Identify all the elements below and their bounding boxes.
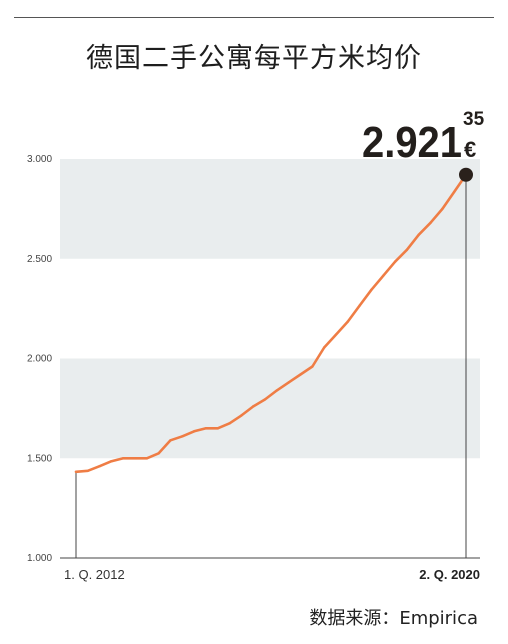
data-point <box>145 457 149 460</box>
data-point <box>122 457 125 460</box>
data-point <box>287 381 290 384</box>
data-point <box>86 469 90 473</box>
y-tick-label: 1.500 <box>27 453 52 464</box>
data-point <box>252 405 255 408</box>
y-axis-ticks: 1.000 1.500 2.000 2.500 3.000 <box>27 154 52 564</box>
price-series-line <box>74 173 468 474</box>
end-value-marker <box>459 167 473 182</box>
x-tick-first: 1. Q. 2012 <box>64 567 125 582</box>
data-point <box>275 389 279 392</box>
top-rule <box>14 17 494 18</box>
data-point <box>382 274 385 277</box>
data-point <box>441 207 444 211</box>
data-point <box>405 248 409 251</box>
data-point <box>133 457 137 460</box>
chart-title: 德国二手公寓每平方米均价 <box>86 43 422 74</box>
data-point <box>204 427 208 430</box>
highlight-value-cents: 35 <box>463 109 485 130</box>
data-point <box>169 439 172 442</box>
data-point <box>299 373 302 376</box>
data-point <box>429 221 432 225</box>
x-tick-last: 2. Q. 2020 <box>419 567 480 582</box>
grid-bands <box>60 159 480 459</box>
data-point <box>240 414 243 417</box>
data-point <box>370 288 373 291</box>
data-point <box>110 460 113 463</box>
data-point <box>263 398 267 401</box>
y-tick-label: 2.500 <box>27 254 52 265</box>
data-point <box>358 304 361 307</box>
data-point <box>334 333 338 336</box>
data-point <box>322 346 326 349</box>
data-point <box>181 435 184 438</box>
data-point <box>346 320 350 323</box>
highlight-value-integer: 2.921 <box>362 118 462 167</box>
data-point <box>192 430 196 433</box>
data-points <box>74 173 468 474</box>
y-tick-label: 3.000 <box>27 154 52 165</box>
data-point <box>311 365 314 368</box>
highlight-value-currency: € <box>464 137 476 162</box>
grid-band-0 <box>60 358 480 459</box>
data-point <box>157 452 160 455</box>
data-point <box>98 465 101 468</box>
data-point <box>216 427 220 430</box>
source-note: 数据来源：Empirica <box>309 608 478 629</box>
data-point <box>74 470 78 474</box>
data-point <box>417 233 420 237</box>
y-tick-label: 2.000 <box>27 354 52 365</box>
data-point <box>393 260 397 263</box>
data-point <box>452 190 456 194</box>
data-point <box>228 422 231 425</box>
y-tick-label: 1.000 <box>27 553 52 564</box>
grid-band-1 <box>60 159 480 259</box>
